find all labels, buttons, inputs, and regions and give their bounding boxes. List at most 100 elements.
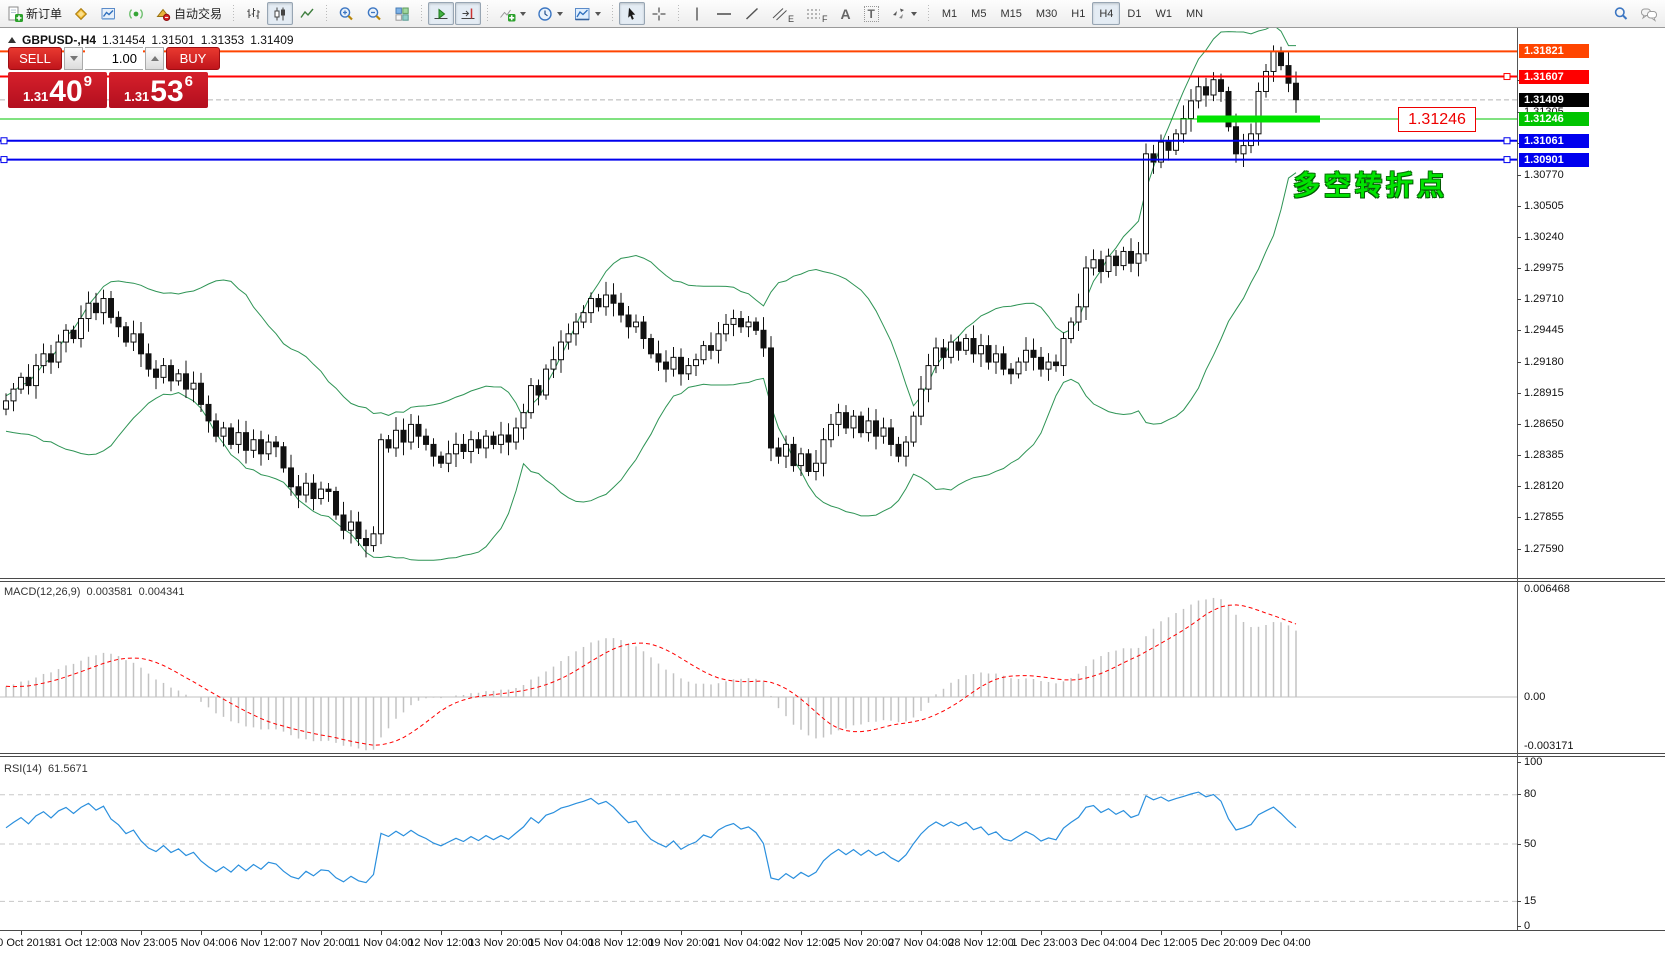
candle-body <box>813 462 819 472</box>
main-chart-plot[interactable] <box>0 28 1517 580</box>
buy-button[interactable]: BUY <box>166 47 220 70</box>
trendline-button[interactable] <box>739 2 765 25</box>
tile-windows-button[interactable] <box>389 2 415 25</box>
chart-shift-button[interactable] <box>455 2 482 25</box>
price-axis-label: 1.28650 <box>1524 417 1564 430</box>
hline-handle[interactable] <box>1503 137 1511 145</box>
dropdown-caret-icon <box>910 11 917 16</box>
candle-body <box>33 365 39 387</box>
hline-handle[interactable] <box>1503 156 1511 164</box>
collapse-panel-icon[interactable] <box>8 37 16 43</box>
rsi-plot[interactable] <box>0 759 1517 930</box>
hline-handle[interactable] <box>1503 73 1511 81</box>
buy-price-small: 1.31 <box>123 89 150 104</box>
candle-body <box>475 439 482 449</box>
zoom-out-button[interactable] <box>361 2 388 25</box>
candle-body <box>430 443 437 457</box>
crosshair-button[interactable] <box>646 2 672 25</box>
price-axis-label: 1.27855 <box>1524 511 1564 524</box>
candle-body <box>1240 145 1247 155</box>
market-watch-button[interactable] <box>95 2 122 25</box>
time-axis-tick <box>861 931 862 935</box>
candle-body <box>258 439 264 455</box>
sell-button[interactable]: SELL <box>8 47 62 70</box>
timeframe-d1[interactable]: D1 <box>1127 7 1142 20</box>
volume-input[interactable] <box>85 47 143 70</box>
candle-body <box>220 427 227 437</box>
candle-body <box>123 326 129 343</box>
arrows-button[interactable] <box>885 2 922 25</box>
candle-body <box>1083 267 1089 308</box>
metaeditor-button[interactable] <box>68 2 94 25</box>
signals-icon <box>129 8 143 19</box>
candle-body <box>985 345 992 363</box>
timeframe-h4[interactable]: H4 <box>1092 2 1121 25</box>
candle-body <box>715 333 722 351</box>
text-label-button[interactable]: T <box>859 2 884 25</box>
time-axis-label: 12 Nov 12:00 <box>408 937 474 949</box>
timeframe-m15[interactable]: M15 <box>1000 7 1022 20</box>
candle-body <box>753 321 759 331</box>
candle-body <box>250 439 257 451</box>
time-axis-label: 7 Nov 20:00 <box>291 937 351 949</box>
zoom-in-button[interactable] <box>333 2 360 25</box>
auto-scroll-button[interactable] <box>428 2 455 25</box>
candle-body <box>393 429 399 449</box>
candle-body <box>423 435 429 445</box>
timeframe-h1[interactable]: H1 <box>1071 7 1086 20</box>
candle-body <box>948 341 954 358</box>
sell-price-display[interactable]: 1.31 40 9 <box>8 72 107 108</box>
buy-price-display[interactable]: 1.31 53 6 <box>109 72 208 108</box>
candle-body <box>828 423 834 441</box>
time-axis-label: 31 Oct 12:00 <box>49 937 113 949</box>
new-order-button[interactable]: 新订单 <box>2 2 67 25</box>
candle-body <box>520 412 527 429</box>
candlestick-chart-button[interactable] <box>267 2 294 25</box>
timeframe-m5[interactable]: M5 <box>971 7 987 20</box>
candle-body <box>850 415 857 429</box>
timeframe-m30[interactable]: M30 <box>1035 7 1058 20</box>
candle-body <box>723 323 729 335</box>
timeframe-m1[interactable]: M1 <box>941 7 958 20</box>
timeframe-w1[interactable]: W1 <box>1155 7 1172 20</box>
text-button[interactable]: A <box>834 2 858 25</box>
templates-button[interactable] <box>569 2 606 25</box>
candle-body <box>580 312 587 323</box>
timeframe-mn[interactable]: MN <box>1185 7 1204 20</box>
time-axis-tick <box>1281 931 1282 935</box>
volume-decrease-button[interactable] <box>64 47 83 70</box>
candle-body <box>370 533 377 547</box>
autotrading-button[interactable]: 自动交易 <box>150 2 227 25</box>
signals-button[interactable] <box>123 2 149 25</box>
candle-body <box>40 353 47 367</box>
hline-handle[interactable] <box>0 137 8 145</box>
new-order-icon <box>8 6 23 22</box>
candle-body <box>1090 259 1097 269</box>
time-axis-tick <box>1101 931 1102 935</box>
panel-separator[interactable] <box>0 753 1665 757</box>
time-axis-label: 5 Dec 20:00 <box>1191 937 1251 949</box>
search-button[interactable] <box>1608 2 1634 25</box>
fibonacci-button[interactable]: F <box>800 2 833 25</box>
time-axis-tick <box>21 931 22 935</box>
cursor-button[interactable] <box>619 2 646 25</box>
macd-plot[interactable] <box>0 584 1517 753</box>
trendline-icon <box>746 7 759 20</box>
periods-button[interactable] <box>532 2 568 25</box>
chat-button[interactable] <box>1635 2 1663 25</box>
vertical-line-button[interactable] <box>685 2 709 25</box>
panel-separator[interactable] <box>0 578 1665 582</box>
price-callout-label[interactable]: 1.31246 <box>1398 107 1476 132</box>
candle-body <box>730 318 737 325</box>
horizontal-line-button[interactable] <box>710 2 738 25</box>
indicators-button[interactable] <box>494 2 531 25</box>
price-axis-tick <box>1517 330 1521 332</box>
channel-button[interactable]: E <box>766 2 799 25</box>
candle-body <box>1188 100 1194 120</box>
hline-handle[interactable] <box>0 156 8 164</box>
volume-increase-button[interactable] <box>145 47 164 70</box>
line-chart-button[interactable] <box>294 2 320 25</box>
chart-text-annotation[interactable]: 多空转折点 <box>1293 171 1448 201</box>
chart-title-row: GBPUSD-,H4 1.31454 1.31501 1.31353 1.314… <box>8 33 294 47</box>
bars-chart-button[interactable] <box>240 2 266 25</box>
